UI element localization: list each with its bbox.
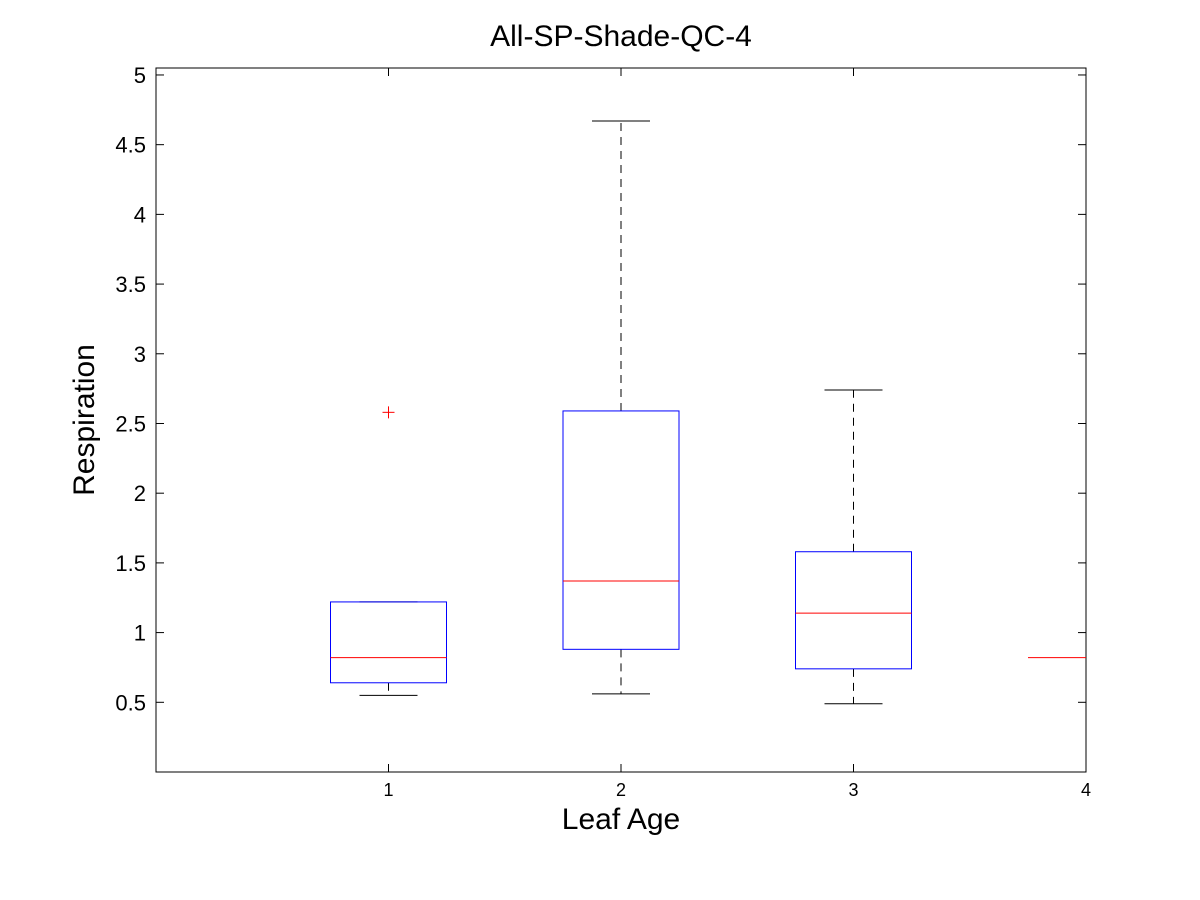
y-tick-label: 4.5 xyxy=(115,133,146,158)
y-tick-label: 5 xyxy=(134,63,146,88)
y-tick-label: 1.5 xyxy=(115,551,146,576)
y-tick-label: 1 xyxy=(134,621,146,646)
y-tick-label: 0.5 xyxy=(115,690,146,715)
y-tick-label: 3 xyxy=(134,342,146,367)
y-axis-label: Respiration xyxy=(68,344,101,496)
y-tick-label: 4 xyxy=(134,202,146,227)
box-iqr xyxy=(330,601,447,684)
x-tick-label: 2 xyxy=(616,780,626,800)
x-tick-label: 3 xyxy=(848,780,858,800)
x-tick-label: 4 xyxy=(1081,780,1091,800)
x-tick-label: 1 xyxy=(383,780,393,800)
axis-ticks: 0.5 1 1.5 2 2.5 3 3.5 4 4.5 5 1 2 3 4 xyxy=(115,63,1091,800)
y-tick-label: 3.5 xyxy=(115,272,146,297)
y-tick-label: 2 xyxy=(134,481,146,506)
box-iqr xyxy=(562,410,680,650)
y-tick-label: 2.5 xyxy=(115,411,146,436)
box-iqr xyxy=(795,551,912,670)
x-axis-label: Leaf Age xyxy=(562,803,680,836)
chart-title: All-SP-Shade-QC-4 xyxy=(490,20,752,53)
chart-marks xyxy=(330,120,1086,705)
